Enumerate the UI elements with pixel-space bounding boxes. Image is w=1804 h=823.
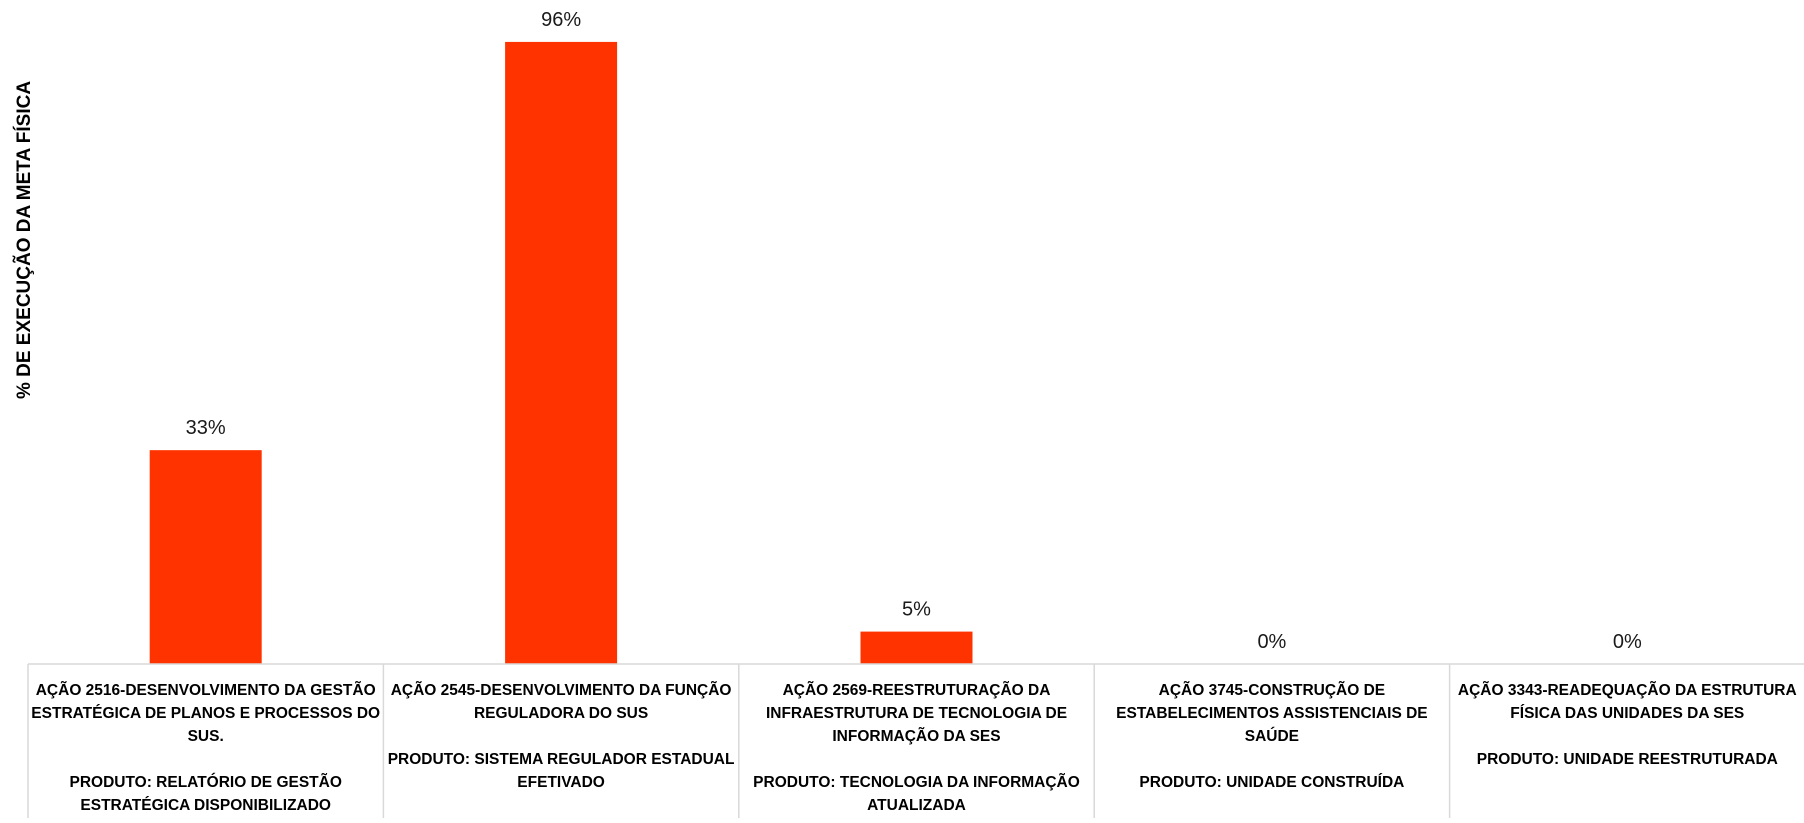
data-labels-layer: 33% 96% 5% 0% 0% [186,9,1642,653]
data-label: 33% [186,417,226,439]
data-label: 0% [1257,631,1286,653]
bar [149,450,262,664]
category-label: AÇÃO 2569-REESTRUTURAÇÃO DA INFRAESTRUTU… [753,682,1080,814]
category-label: AÇÃO 2516-DESENVOLVIMENTO DA GESTÃO ESTR… [31,682,381,814]
bar [860,631,973,664]
category-label: AÇÃO 2545-DESENVOLVIMENTO DA FUNÇÃO REGU… [387,682,735,791]
data-label: 5% [902,599,931,621]
category-label: AÇÃO 3343-READEQUAÇÃO DA ESTRUTURA FÍSIC… [1457,682,1797,768]
category-axis [27,663,1804,818]
data-label: 0% [1613,631,1642,653]
category-label: AÇÃO 3745-CONSTRUÇÃO DE ESTABELECIMENTOS… [1116,682,1428,791]
bars-layer [149,41,973,665]
bar [505,41,618,665]
y-axis-label: % DE EXECUÇÃO DA META FÍSICA [13,81,35,399]
data-label: 96% [541,9,581,31]
